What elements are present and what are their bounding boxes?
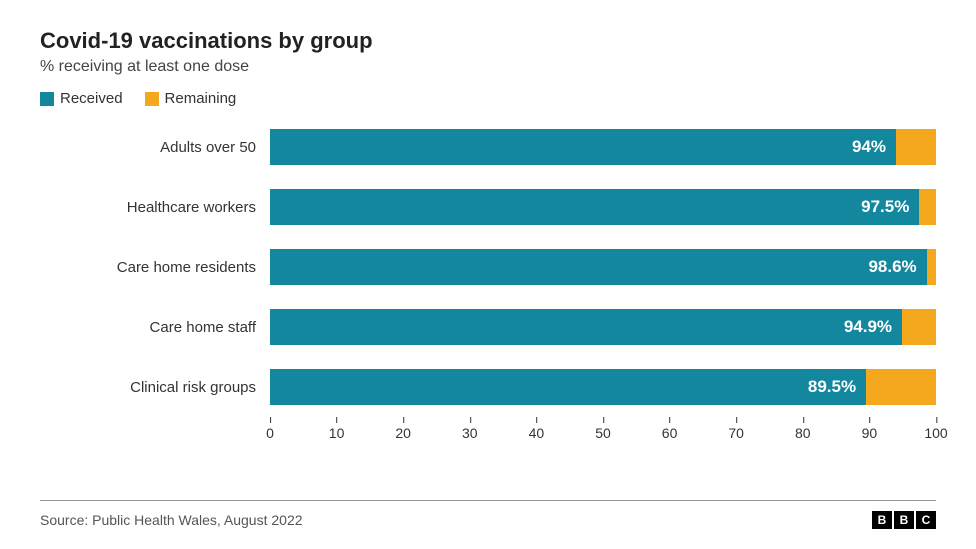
chart-subtitle: % receiving at least one dose [40, 58, 936, 76]
legend-label-remaining: Remaining [165, 90, 237, 107]
chart-area: Adults over 50Healthcare workersCare hom… [40, 117, 936, 417]
legend-swatch-received [40, 92, 54, 106]
x-tick: 50 [595, 417, 611, 441]
x-tick: 60 [662, 417, 678, 441]
x-tick: 30 [462, 417, 478, 441]
bar-row: 94% [270, 117, 936, 177]
bar-segment-remaining [927, 249, 936, 285]
x-axis: 0102030405060708090100 [270, 417, 936, 457]
bbc-logo: B B C [872, 511, 936, 529]
bar-segment-remaining [866, 369, 936, 405]
legend-item-received: Received [40, 90, 123, 107]
footer: Source: Public Health Wales, August 2022… [40, 500, 936, 529]
bar-track: 97.5% [270, 189, 936, 225]
bar-segment-remaining [919, 189, 936, 225]
bar-track: 98.6% [270, 249, 936, 285]
chart-title: Covid-19 vaccinations by group [40, 28, 936, 54]
bar-segment-received: 89.5% [270, 369, 866, 405]
x-tick: 0 [266, 417, 274, 441]
bars-container: 94% 97.5% 98.6% 94.9% 89.5% [270, 117, 936, 417]
category-label: Healthcare workers [40, 177, 270, 237]
source-text: Source: Public Health Wales, August 2022 [40, 512, 303, 528]
bar-row: 98.6% [270, 237, 936, 297]
bar-track: 89.5% [270, 369, 936, 405]
legend-label-received: Received [60, 90, 123, 107]
bar-segment-received: 94.9% [270, 309, 902, 345]
bar-row: 97.5% [270, 177, 936, 237]
x-tick: 20 [395, 417, 411, 441]
category-label: Adults over 50 [40, 117, 270, 177]
legend: Received Remaining [40, 90, 936, 107]
x-tick: 90 [862, 417, 878, 441]
bar-track: 94.9% [270, 309, 936, 345]
bar-row: 89.5% [270, 357, 936, 417]
bar-segment-remaining [902, 309, 936, 345]
bars-column: 94% 97.5% 98.6% 94.9% 89.5% [270, 117, 936, 417]
bar-segment-received: 98.6% [270, 249, 927, 285]
bar-segment-received: 94% [270, 129, 896, 165]
x-tick: 40 [529, 417, 545, 441]
bbc-logo-b2: B [894, 511, 914, 529]
bar-row: 94.9% [270, 297, 936, 357]
x-tick: 80 [795, 417, 811, 441]
bar-segment-received: 97.5% [270, 189, 919, 225]
category-labels-column: Adults over 50Healthcare workersCare hom… [40, 117, 270, 417]
category-label: Care home staff [40, 297, 270, 357]
legend-swatch-remaining [145, 92, 159, 106]
bbc-logo-c: C [916, 511, 936, 529]
category-label: Care home residents [40, 237, 270, 297]
x-tick: 10 [329, 417, 345, 441]
bar-track: 94% [270, 129, 936, 165]
x-tick: 100 [924, 417, 947, 441]
x-tick: 70 [728, 417, 744, 441]
category-label: Clinical risk groups [40, 357, 270, 417]
bar-segment-remaining [896, 129, 936, 165]
legend-item-remaining: Remaining [145, 90, 237, 107]
bbc-logo-b1: B [872, 511, 892, 529]
